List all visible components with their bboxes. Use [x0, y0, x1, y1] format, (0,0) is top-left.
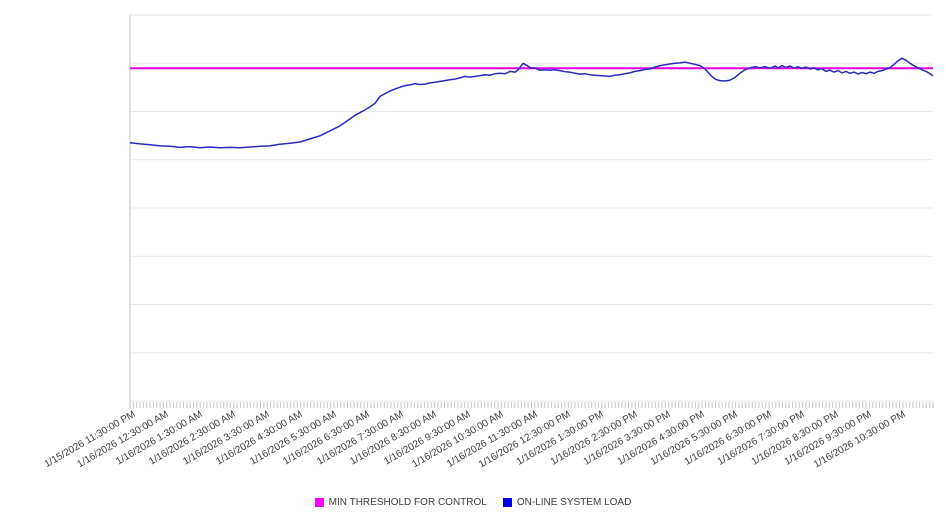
legend-label-min-threshold: MIN THRESHOLD FOR CONTROL: [328, 497, 487, 508]
system-load-swatch-icon: [502, 498, 512, 507]
min-threshold-swatch-icon: [314, 498, 324, 507]
chart-legend: MIN THRESHOLD FOR CONTROL ON-LINE SYSTEM…: [0, 497, 946, 508]
legend-item-min-threshold[interactable]: MIN THRESHOLD FOR CONTROL: [314, 497, 487, 508]
system-load-line: [129, 57, 934, 149]
legend-item-system-load[interactable]: ON-LINE SYSTEM LOAD: [502, 497, 632, 508]
legend-label-system-load: ON-LINE SYSTEM LOAD: [516, 497, 632, 508]
